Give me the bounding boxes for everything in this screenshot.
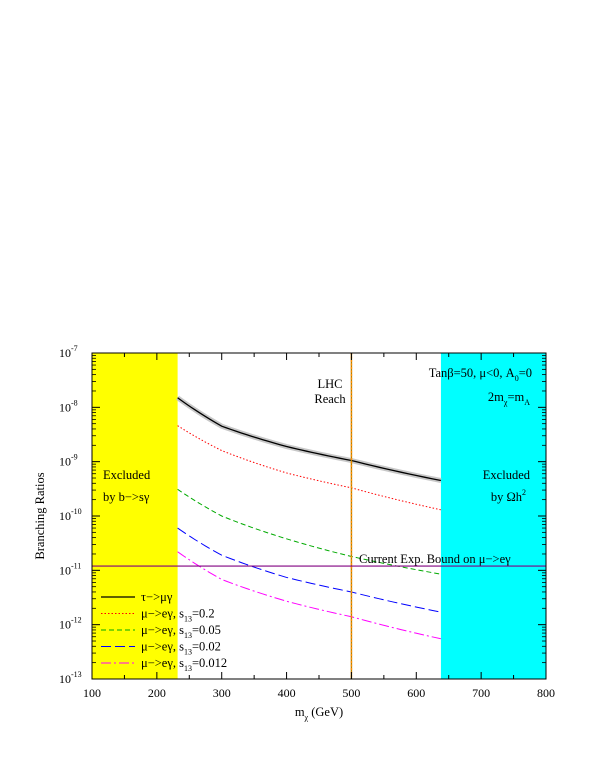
- axis-ticks: 100 200 300 400 500 600 700 80010-1310-1210-111…: [59, 344, 555, 700]
- y-tick-label: 10-13: [59, 670, 82, 686]
- x-tick-label: 100: [83, 686, 101, 700]
- bsg-excluded-label-1: Excluded: [103, 468, 151, 482]
- relic-label-sup: 2: [522, 488, 526, 497]
- y-tick-label: 10-12: [59, 616, 82, 632]
- legend-label-sub: 13: [184, 664, 192, 673]
- y-tick-base: 10: [59, 509, 71, 523]
- excluded-regions: [92, 353, 546, 679]
- y-tick-exponent: -11: [71, 561, 81, 570]
- x-tick-label: 700: [472, 686, 490, 700]
- params-line-1-tail: =0: [519, 366, 532, 380]
- y-tick-base: 10: [59, 346, 71, 360]
- series-line-1: [177, 397, 442, 482]
- legend-label-sub: 13: [184, 631, 192, 640]
- x-tick-label: 400: [278, 686, 296, 700]
- legend-label-tail: =0.02: [192, 640, 221, 654]
- legend-label-main: μ−>eγ, s: [141, 607, 184, 621]
- y-tick-base: 10: [59, 618, 71, 632]
- exp-bound-label: Current Exp. Bound on μ−>eγ: [359, 552, 511, 566]
- params-line-2-sub2: A: [524, 398, 530, 407]
- relic-label-main: by Ωh: [491, 490, 523, 504]
- params-line-2: 2mχ=mA: [488, 390, 530, 407]
- legend-label-main: μ−>eγ, s: [141, 640, 184, 654]
- x-axis-title-sub: χ: [304, 713, 309, 722]
- y-tick-base: 10: [59, 400, 71, 414]
- params-line-1: Tanβ=50, μ<0, A0=0: [429, 366, 532, 383]
- y-tick-exponent: -10: [71, 507, 82, 516]
- legend-label-5: μ−>eγ, s13=0.012: [141, 656, 227, 673]
- x-tick-label: 500: [342, 686, 360, 700]
- series-band-1: [176, 395, 442, 483]
- x-axis-title-unit: (GeV): [308, 705, 343, 719]
- series-line-2: [177, 425, 442, 511]
- legend-label-tail: =0.05: [192, 623, 221, 637]
- bsg-excluded-label-2: by b−>sγ: [103, 490, 150, 504]
- legend-label-3: μ−>eγ, s13=0.05: [141, 623, 221, 640]
- legend-label-2: μ−>eγ, s13=0.2: [141, 607, 215, 624]
- legend-label-main: μ−>eγ, s: [141, 656, 184, 670]
- legend-label-1: τ−>μγ: [141, 590, 173, 604]
- legend-label-4: μ−>eγ, s13=0.02: [141, 640, 221, 657]
- x-tick-label: 300: [213, 686, 231, 700]
- y-tick-exponent: -7: [71, 344, 78, 353]
- y-tick-exponent: -8: [71, 398, 78, 407]
- x-tick-label: 200: [148, 686, 166, 700]
- params-line-1-sub: 0: [515, 374, 519, 383]
- y-tick-label: 10-9: [59, 453, 78, 469]
- excluded-region-1: [92, 353, 178, 679]
- y-tick-exponent: -12: [71, 616, 82, 625]
- relic-excluded-label-1: Excluded: [483, 468, 531, 482]
- lhc-label-1: LHC: [318, 377, 343, 391]
- legend-label-main: μ−>eγ, s: [141, 623, 184, 637]
- series-line-3: [177, 488, 442, 575]
- x-tick-label: 800: [537, 686, 555, 700]
- params-line-1-main: Tanβ=50, μ<0, A: [429, 366, 515, 380]
- y-tick-label: 10-7: [59, 344, 78, 360]
- legend: τ−>μγμ−>eγ, s13=0.2μ−>eγ, s13=0.05μ−>eγ,…: [101, 590, 227, 673]
- relic-excluded-label-2: by Ωh2: [491, 488, 526, 504]
- series-line-4: [177, 527, 442, 613]
- y-tick-label: 10-10: [59, 507, 82, 523]
- legend-label-tail: =0.012: [192, 656, 227, 670]
- y-tick-label: 10-8: [59, 398, 78, 414]
- legend-label-sub: 13: [184, 648, 192, 657]
- legend-label-main: τ−>μγ: [141, 590, 173, 604]
- params-line-2-sub: χ: [503, 398, 508, 407]
- x-axis-title: mχ (GeV): [295, 705, 343, 722]
- y-tick-exponent: -13: [71, 670, 82, 679]
- y-tick-base: 10: [59, 563, 71, 577]
- series-lines: [176, 395, 442, 640]
- lhc-label-2: Reach: [314, 392, 346, 406]
- x-axis-title-main: m: [295, 705, 305, 719]
- x-tick-label: 600: [407, 686, 425, 700]
- legend-label-sub: 13: [184, 615, 192, 624]
- reference-lines: [92, 353, 546, 679]
- y-tick-exponent: -9: [71, 453, 78, 462]
- excluded-region-2: [440, 353, 546, 679]
- params-line-2-main: 2m: [488, 390, 504, 404]
- y-tick-base: 10: [59, 455, 71, 469]
- y-axis-title: Branching Ratios: [33, 472, 47, 559]
- legend-label-tail: =0.2: [192, 607, 215, 621]
- y-tick-label: 10-11: [59, 561, 81, 577]
- params-line-2-mid: =m: [507, 390, 524, 404]
- y-tick-base: 10: [59, 672, 71, 686]
